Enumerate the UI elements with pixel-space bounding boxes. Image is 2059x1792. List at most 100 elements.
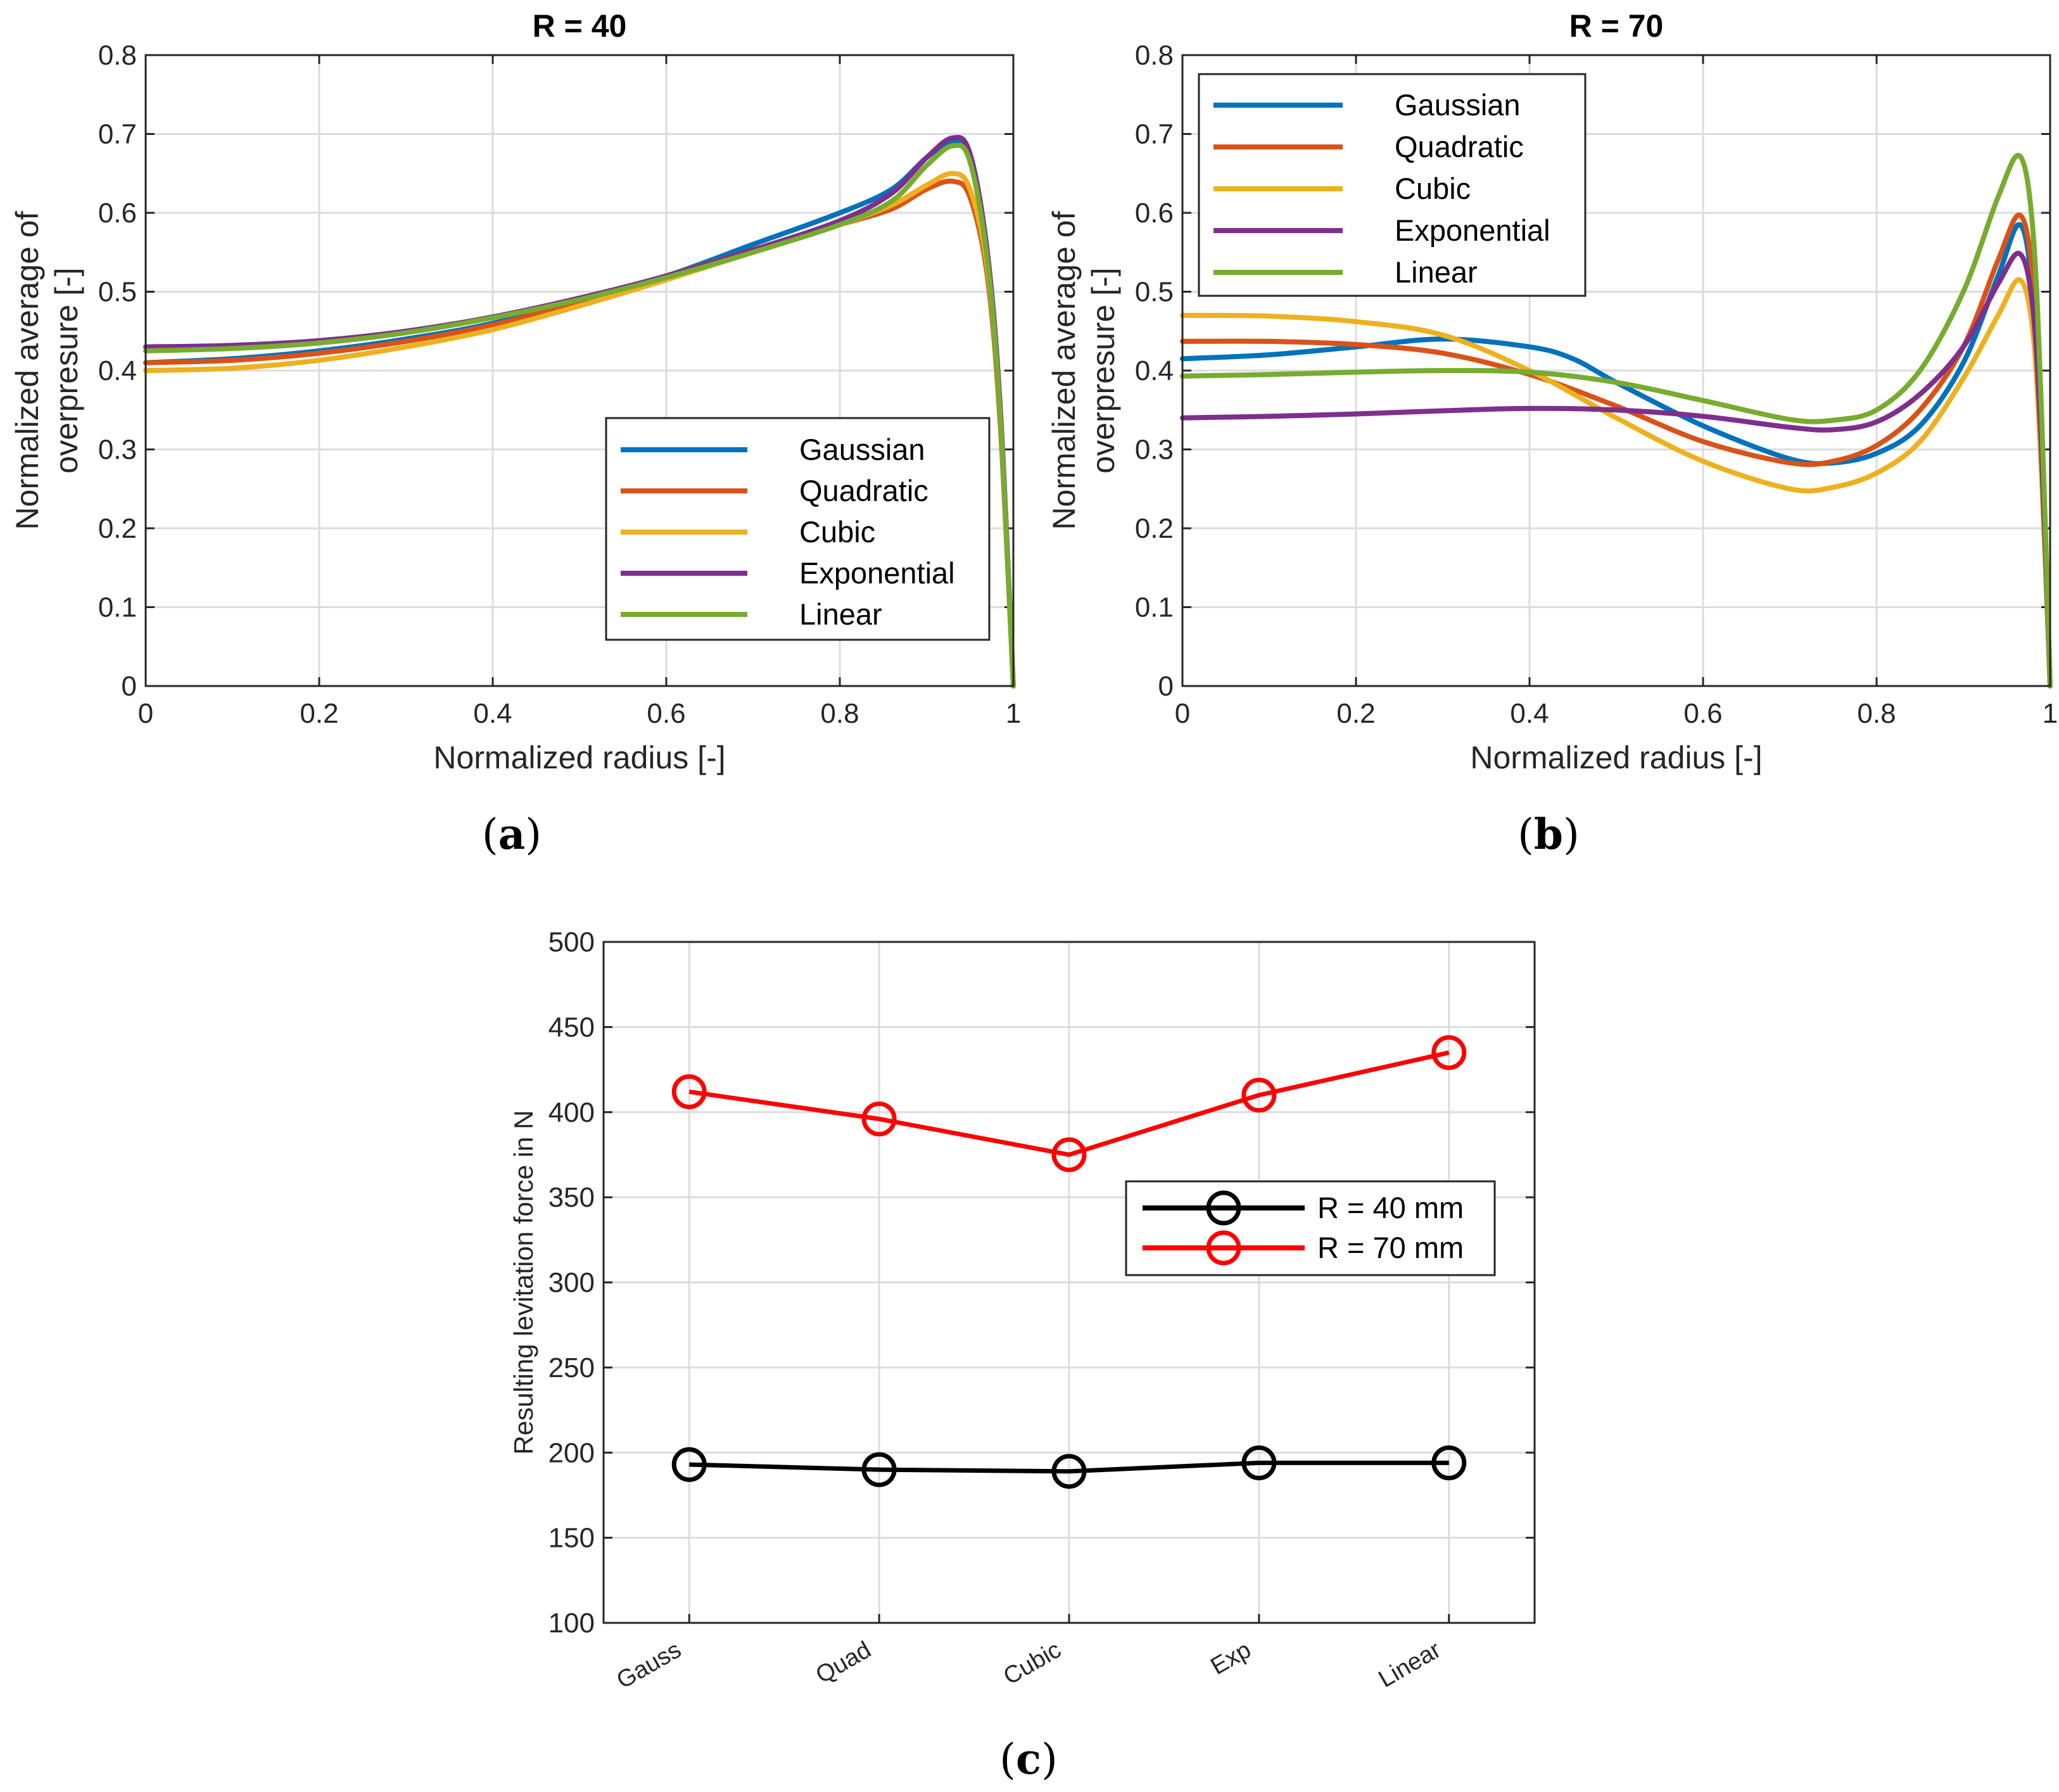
- x-axis-label: Normalized radius [-]: [433, 740, 725, 775]
- panel-caption: (a): [482, 810, 542, 859]
- data-point-marker: [1241, 1445, 1277, 1480]
- y-axis-label: overpresure [-]: [1086, 267, 1121, 473]
- legend-label: Exponential: [1395, 213, 1550, 247]
- y-tick-label: 0.7: [1135, 119, 1174, 150]
- x-tick-label: Quad: [811, 1636, 876, 1689]
- x-tick-label: Cubic: [999, 1636, 1065, 1690]
- x-tick-label: 1: [1006, 698, 1021, 729]
- legend-label: Exponential: [799, 556, 955, 590]
- panel-caption: (c): [999, 1734, 1058, 1784]
- chart-title: R = 70: [1569, 8, 1664, 44]
- chart-panel-c: 100 150 200 250 300 350 400 450 500 Gauss Quad Cubi…: [509, 927, 1536, 1784]
- series-line: [689, 1460, 1449, 1474]
- y-tick-label: 350: [548, 1182, 595, 1213]
- y-tick-label: 0.4: [1135, 355, 1174, 386]
- y-tick-label: 0.1: [98, 592, 137, 623]
- y-tick-label: 0: [122, 671, 137, 702]
- x-tick-label: Gauss: [612, 1636, 686, 1694]
- y-tick-label: 300: [548, 1268, 595, 1299]
- y-tick-label: 0.2: [98, 513, 137, 544]
- y-tick-label: 150: [548, 1523, 595, 1554]
- plot-frame: [602, 941, 1536, 1624]
- data-point-marker: [1051, 1454, 1087, 1489]
- y-axis-label: Normalized average of: [1046, 211, 1082, 530]
- legend-label: Cubic: [799, 515, 875, 549]
- y-tick-label: 250: [548, 1352, 595, 1383]
- y-tick-label: 450: [548, 1012, 595, 1043]
- legend-marker: [1206, 1190, 1241, 1226]
- y-axis-label: Normalized average of: [10, 211, 45, 530]
- legend-label: Linear: [1395, 255, 1478, 289]
- legend-label: Linear: [799, 597, 882, 631]
- legend-marker: [1206, 1230, 1241, 1266]
- series-group: [143, 134, 1016, 689]
- y-tick-label: 0.6: [1135, 198, 1174, 229]
- legend-label: Gaussian: [1395, 88, 1521, 122]
- legend: Gaussian Quadratic Cubic Exponential Linear: [1198, 73, 1587, 297]
- data-point-marker: [671, 1074, 707, 1109]
- y-tick-label: 0.6: [98, 198, 137, 229]
- series-line: [1180, 153, 2053, 689]
- data-point-marker: [1431, 1035, 1467, 1071]
- x-tick-label: 0: [138, 698, 153, 729]
- y-axis-label: Resulting levitation force in N: [509, 1110, 538, 1455]
- chart-title: R = 40: [533, 8, 627, 44]
- series-line: [688, 1050, 1450, 1157]
- x-tick-label: 0.4: [1510, 698, 1549, 729]
- y-tick-label: 0.5: [1135, 277, 1174, 308]
- y-tick-label: 500: [548, 927, 595, 958]
- panel-caption: (b): [1517, 810, 1580, 859]
- y-tick-label: 0.3: [1135, 435, 1174, 466]
- chart-panel-b: 0 0.1 0.2 0.3 0.4 0.5 0.6 0.7 0.8 0 0.2 0.4 0.6 0.8 1 R…: [1046, 8, 2058, 859]
- y-tick-label: 0.1: [1135, 592, 1174, 623]
- data-point-marker: [1431, 1445, 1467, 1480]
- y-tick-label: 0.2: [1135, 513, 1174, 544]
- y-tick-label: 0: [1158, 671, 1174, 702]
- x-tick-label: 0.6: [1683, 698, 1722, 729]
- y-tick-label: 0.5: [98, 277, 137, 308]
- y-tick-label: 0.8: [98, 40, 137, 71]
- series-line: [143, 143, 1016, 689]
- y-tick-label: 400: [548, 1097, 595, 1128]
- y-tick-label: 0.8: [1135, 40, 1174, 71]
- x-tick-label: 0.4: [473, 698, 512, 729]
- legend: Gaussian Quadratic Cubic Exponential Linear: [605, 417, 991, 641]
- x-tick-label: 0.6: [647, 698, 685, 729]
- legend-box: [1125, 1180, 1496, 1276]
- data-point-marker: [1241, 1077, 1277, 1113]
- legend-label: R = 70 mm: [1317, 1231, 1464, 1264]
- series-line: [1180, 250, 2053, 689]
- y-tick-label: 0.4: [98, 355, 137, 386]
- data-point-marker: [671, 1447, 707, 1482]
- y-tick-label: 0.3: [98, 435, 137, 466]
- grid-lines: [604, 942, 1535, 1623]
- x-tick-label: 0: [1175, 698, 1190, 729]
- x-tick-label: 0.2: [300, 698, 338, 729]
- legend-label: Cubic: [1395, 172, 1471, 205]
- legend: R = 40 mm R = 70 mm: [1125, 1180, 1496, 1276]
- x-tick-label: 0.8: [1857, 698, 1896, 729]
- y-axis-label: overpresure [-]: [49, 267, 84, 473]
- x-tick-label: 1: [2043, 698, 2058, 729]
- series-group: [671, 1035, 1467, 1489]
- y-tick-label: 100: [548, 1608, 595, 1639]
- legend-label: R = 40 mm: [1317, 1191, 1464, 1224]
- legend-box: [1198, 73, 1587, 297]
- y-tick-label: 200: [548, 1437, 595, 1468]
- series-line: [1180, 212, 2053, 689]
- x-tick-label: 0.2: [1336, 698, 1375, 729]
- plot-frame: [144, 54, 1015, 687]
- data-point-marker: [861, 1452, 897, 1487]
- plot-frame: [1181, 54, 2051, 687]
- x-tick-label: Exp: [1207, 1636, 1256, 1680]
- chart-panel-a: 0 0.1 0.2 0.3 0.4 0.5 0.6 0.7 0.8 0 0.2 0.4 0.6 0.8 1 R…: [10, 8, 1021, 859]
- y-tick-label: 0.7: [98, 119, 137, 150]
- data-point-marker: [861, 1102, 897, 1136]
- legend-label: Gaussian: [799, 433, 925, 466]
- x-tick-label: 0.8: [820, 698, 859, 729]
- x-tick-label: Linear: [1374, 1636, 1446, 1693]
- legend-box: [605, 417, 991, 641]
- legend-label: Quadratic: [1395, 130, 1524, 163]
- x-axis-label: Normalized radius [-]: [1470, 740, 1762, 775]
